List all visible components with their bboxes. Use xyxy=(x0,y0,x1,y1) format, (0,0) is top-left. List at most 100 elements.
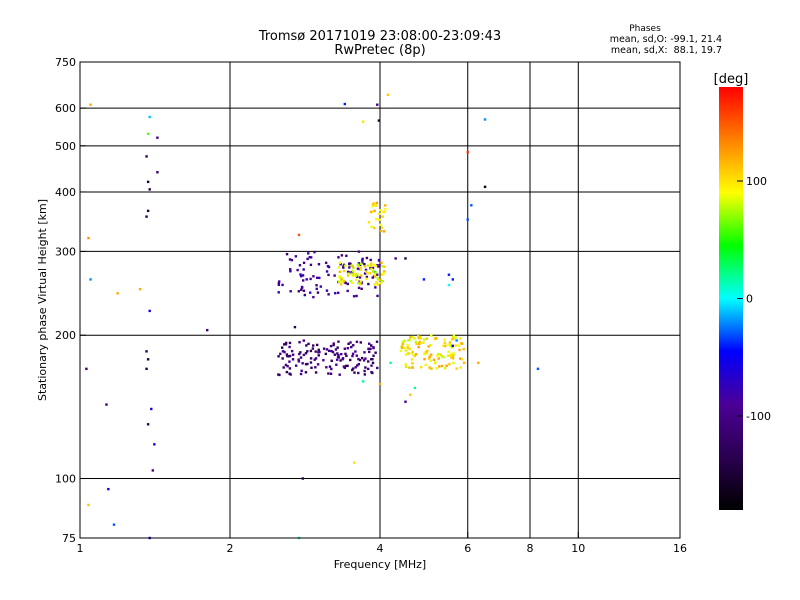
data-point xyxy=(462,347,465,351)
data-point xyxy=(383,204,387,207)
data-point xyxy=(383,265,386,268)
data-point xyxy=(372,202,375,205)
data-point xyxy=(284,343,288,346)
data-point xyxy=(342,280,346,283)
data-point xyxy=(346,364,349,368)
data-point xyxy=(146,209,150,213)
data-point xyxy=(145,350,148,353)
data-point xyxy=(376,366,379,370)
data-point xyxy=(315,276,319,280)
data-point xyxy=(148,309,151,313)
data-point xyxy=(440,364,444,368)
data-point xyxy=(356,364,359,367)
y-tick-label: 300 xyxy=(55,245,76,258)
data-point xyxy=(355,340,359,344)
data-point xyxy=(357,362,360,366)
data-point xyxy=(452,337,455,340)
data-point xyxy=(359,262,363,266)
data-point xyxy=(367,347,370,351)
data-point xyxy=(322,358,325,362)
data-point xyxy=(346,347,349,350)
data-point xyxy=(375,201,379,205)
data-point xyxy=(309,349,313,353)
data-point xyxy=(454,344,457,347)
data-point xyxy=(346,282,350,286)
data-point xyxy=(433,361,437,365)
data-point xyxy=(440,355,444,358)
data-point xyxy=(364,357,367,360)
data-point xyxy=(285,252,289,256)
data-point xyxy=(337,353,340,357)
data-point xyxy=(371,361,375,365)
data-point xyxy=(302,339,306,342)
data-point xyxy=(85,367,88,371)
data-point xyxy=(379,208,382,212)
data-point xyxy=(335,363,338,366)
data-point xyxy=(379,278,382,282)
data-point xyxy=(301,362,304,365)
data-point xyxy=(407,352,410,355)
data-point xyxy=(349,280,352,283)
data-point xyxy=(408,347,411,351)
data-point xyxy=(359,341,363,344)
data-point xyxy=(138,287,142,291)
data-point xyxy=(369,347,372,351)
data-point xyxy=(364,268,368,272)
data-point xyxy=(285,370,289,374)
data-point xyxy=(381,215,384,218)
data-point xyxy=(317,263,321,266)
data-point xyxy=(305,278,308,281)
data-point xyxy=(360,282,363,285)
data-point xyxy=(296,268,299,272)
data-point xyxy=(351,274,355,278)
grid xyxy=(80,62,680,538)
data-point xyxy=(354,274,358,278)
data-point xyxy=(451,335,454,339)
data-point xyxy=(283,350,286,354)
data-point xyxy=(364,270,368,273)
data-point xyxy=(325,289,329,292)
data-point xyxy=(373,204,376,207)
data-point xyxy=(376,273,379,276)
data-point xyxy=(359,268,362,272)
data-point xyxy=(462,361,466,365)
data-point xyxy=(450,346,453,349)
x-tick-label: 6 xyxy=(464,542,471,555)
data-point xyxy=(299,372,303,376)
data-point xyxy=(286,364,289,368)
data-point xyxy=(459,366,462,369)
data-point xyxy=(332,343,335,347)
data-point xyxy=(359,274,363,277)
data-point xyxy=(318,276,321,280)
data-point xyxy=(145,367,148,371)
data-point xyxy=(404,400,407,403)
data-point xyxy=(148,188,151,191)
data-point xyxy=(340,254,344,257)
data-point xyxy=(374,264,378,268)
data-point xyxy=(288,360,291,363)
data-point xyxy=(337,256,340,259)
data-point xyxy=(346,270,350,274)
data-point xyxy=(304,371,308,374)
data-point xyxy=(371,266,375,270)
data-point xyxy=(308,291,312,294)
data-point xyxy=(300,274,303,278)
data-point xyxy=(346,289,349,293)
data-point xyxy=(425,337,429,340)
data-point xyxy=(443,344,447,348)
data-point xyxy=(277,280,281,283)
data-point xyxy=(363,369,366,373)
data-point xyxy=(451,278,455,281)
data-point xyxy=(357,281,360,285)
data-point xyxy=(357,371,360,375)
data-point xyxy=(359,266,362,269)
data-point xyxy=(309,357,313,360)
data-point xyxy=(289,268,292,271)
data-point xyxy=(360,287,363,291)
y-tick-label: 500 xyxy=(55,140,76,153)
data-point xyxy=(382,230,386,233)
data-point xyxy=(351,269,355,273)
data-point xyxy=(369,258,372,262)
data-point xyxy=(277,373,280,376)
